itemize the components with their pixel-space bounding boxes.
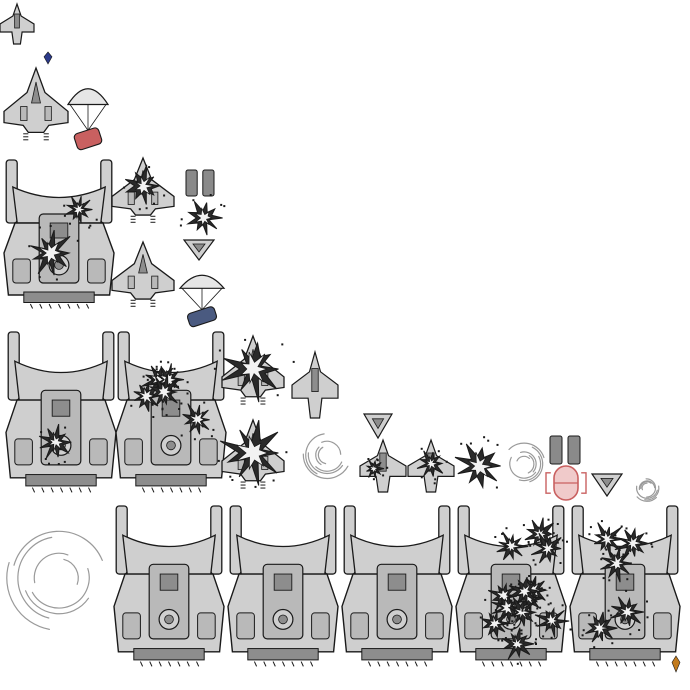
medium-fighter-icon bbox=[213, 334, 295, 405]
large-smoke-icon bbox=[6, 530, 103, 630]
smoke-puff-icon bbox=[508, 442, 545, 483]
parachute-icon bbox=[178, 274, 226, 328]
mothership-icon bbox=[455, 505, 572, 667]
red-canister-icon bbox=[545, 465, 587, 501]
medium-fighter-icon bbox=[3, 66, 69, 141]
small-fighter-icon bbox=[407, 438, 455, 493]
explosion-icon bbox=[179, 194, 226, 236]
medium-fighter-icon bbox=[111, 156, 175, 223]
medium-fighter-icon bbox=[217, 418, 288, 489]
wing-debris-icon bbox=[362, 413, 394, 440]
blue-gem-icon bbox=[43, 51, 53, 65]
engine-pods-icon bbox=[185, 169, 215, 197]
small-fighter-icon bbox=[359, 438, 407, 493]
wing-debris-icon bbox=[182, 239, 216, 261]
mothership-icon bbox=[5, 331, 117, 493]
mothership-icon bbox=[115, 331, 227, 493]
mothership-icon bbox=[227, 505, 339, 667]
sprite-layer bbox=[0, 2, 681, 673]
orange-gem-icon bbox=[671, 655, 681, 673]
small-fighter-icon bbox=[0, 2, 35, 45]
mothership-icon bbox=[3, 159, 115, 309]
smoke-puff-icon bbox=[636, 478, 660, 502]
wing-debris-icon bbox=[590, 473, 624, 498]
mothership-icon bbox=[569, 505, 681, 667]
mothership-icon bbox=[341, 505, 453, 667]
parachute-icon bbox=[66, 88, 110, 151]
mothership-icon bbox=[113, 505, 225, 667]
medium-fighter-icon bbox=[111, 240, 175, 307]
smoke-puff-icon bbox=[302, 433, 349, 479]
engine-pods-icon bbox=[549, 435, 581, 465]
explosion-icon bbox=[454, 436, 501, 490]
small-fighter-icon bbox=[291, 349, 339, 419]
